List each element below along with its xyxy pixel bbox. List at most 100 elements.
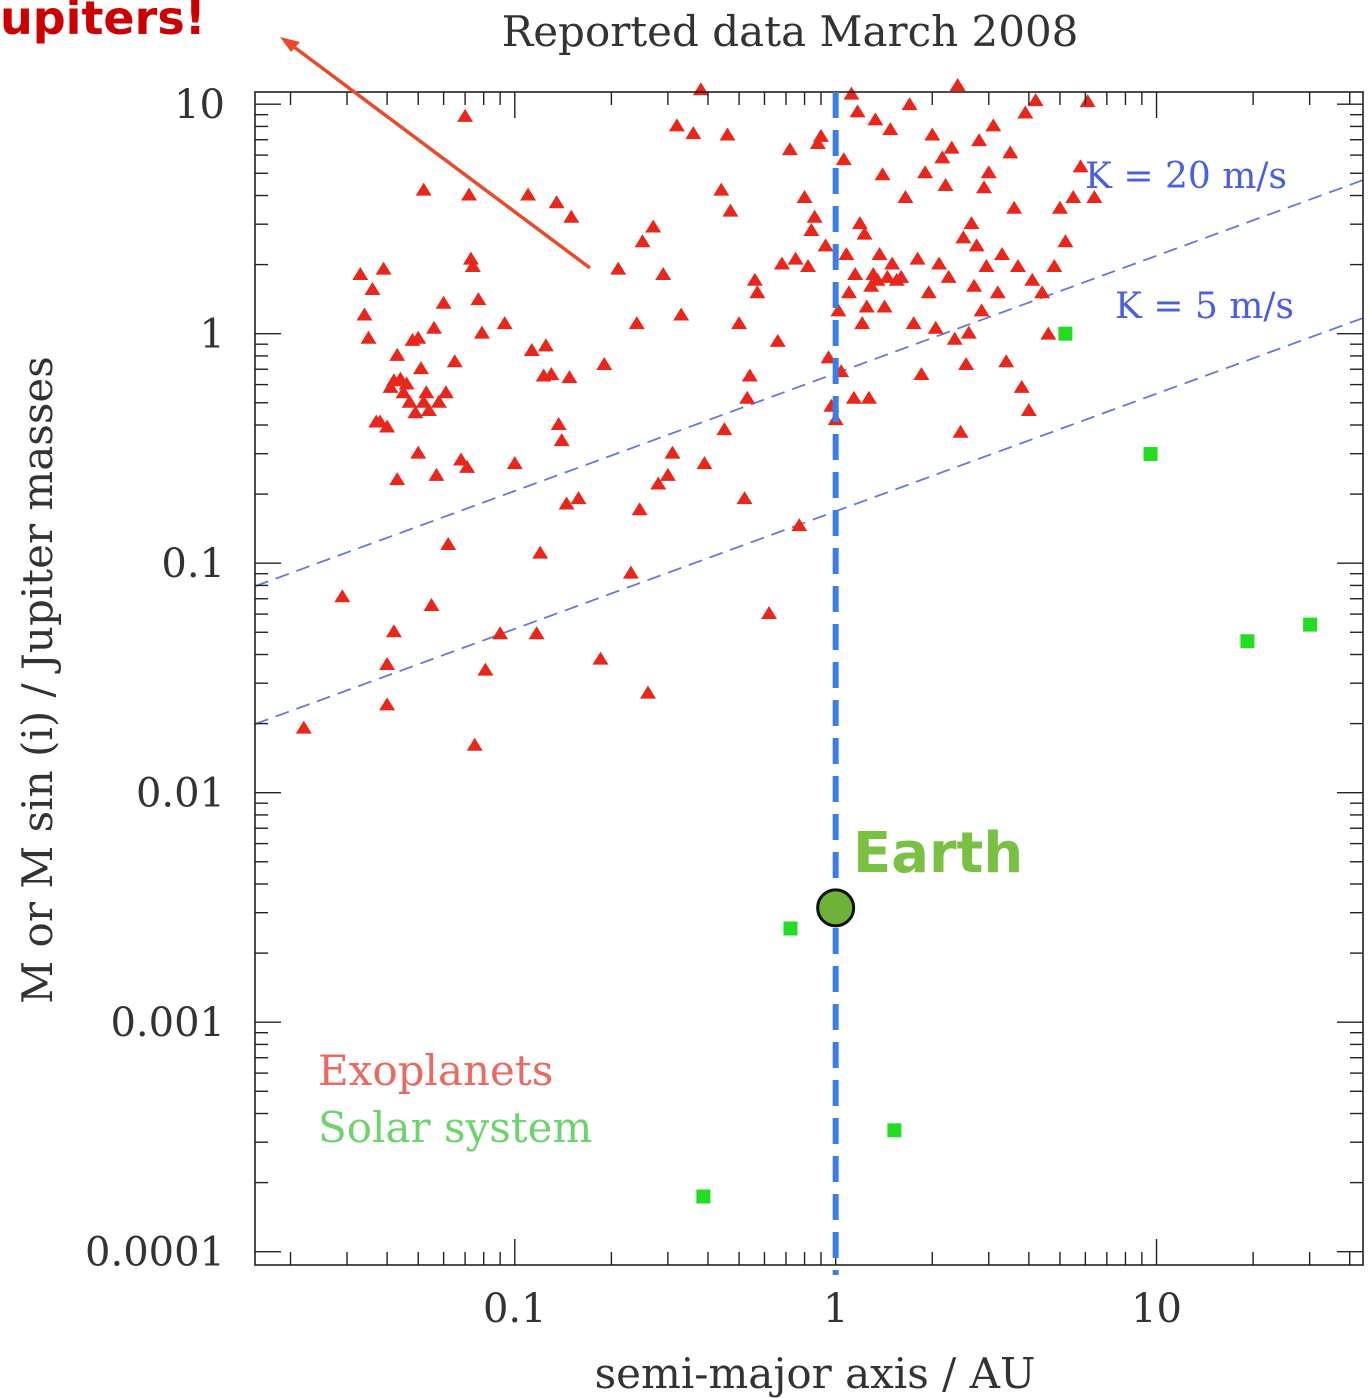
exoplanet-point xyxy=(412,361,429,375)
exoplanet-point xyxy=(736,491,753,505)
exoplanet-point xyxy=(1013,379,1030,393)
exoplanet-point xyxy=(843,86,860,100)
data-markers xyxy=(295,77,1318,1204)
exoplanet-point xyxy=(634,234,651,248)
x-tick-label: 1 xyxy=(823,1286,848,1332)
y-tick-label: 10 xyxy=(174,82,225,128)
exoplanet-point xyxy=(761,606,778,620)
exoplanet-point xyxy=(882,122,899,136)
exoplanet-point xyxy=(462,251,479,265)
x-tick-label: 0.1 xyxy=(483,1286,547,1332)
exoplanet-point xyxy=(840,285,857,299)
exoplanet-point xyxy=(937,177,954,191)
exoplanet-point xyxy=(428,467,445,481)
exoplanet-point xyxy=(796,189,813,203)
exoplanet-point xyxy=(1079,94,1096,108)
exoplanet-point xyxy=(389,347,406,361)
exoplanet-point xyxy=(506,456,523,470)
exoplanet-point xyxy=(563,209,580,223)
exoplanet-point xyxy=(1065,189,1082,203)
exoplanet-point xyxy=(435,295,452,309)
exoplanet-point xyxy=(927,320,944,334)
exoplanet-point xyxy=(440,536,457,550)
exoplanet-point xyxy=(334,589,351,603)
exoplanet-point xyxy=(860,390,877,404)
exoplanet-point xyxy=(985,118,1002,132)
exoplanet-point xyxy=(955,230,972,244)
x-axis-label: semi-major axis / AU xyxy=(595,1349,1036,1398)
exoplanet-point xyxy=(360,330,377,344)
exoplanet-point xyxy=(685,126,702,140)
exoplanet-point xyxy=(696,456,713,470)
exoplanet-point xyxy=(415,394,432,408)
exoplanet-point xyxy=(893,269,910,283)
exoplanet-point xyxy=(553,433,570,447)
exoplanet-point xyxy=(420,403,437,417)
exoplanet-point xyxy=(1002,145,1019,159)
solar-system-point xyxy=(1303,617,1318,632)
exoplanet-point xyxy=(437,385,454,399)
y-tick-label: 0.01 xyxy=(136,771,225,817)
exoplanet-point xyxy=(1086,189,1103,203)
exoplanet-point xyxy=(749,285,766,299)
exoplanet-point xyxy=(395,385,412,399)
exoplanet-point xyxy=(978,259,995,273)
exoplanet-point xyxy=(713,182,730,196)
exoplanet-point xyxy=(973,303,990,317)
y-tick-label: 0.001 xyxy=(110,1000,225,1046)
exoplanet-point xyxy=(739,390,756,404)
exoplanet-point xyxy=(998,354,1015,368)
exoplanet-point xyxy=(464,259,481,273)
exoplanet-point xyxy=(570,491,587,505)
y-tick-label: 1 xyxy=(200,312,225,358)
exoplanet-point xyxy=(949,77,966,91)
exoplanet-point xyxy=(610,261,627,275)
exoplanet-point xyxy=(980,165,997,179)
exoplanet-point xyxy=(379,697,396,711)
reference-line-1 xyxy=(255,179,1363,588)
exoplanet-point xyxy=(897,189,914,203)
exoplanet-point xyxy=(528,626,545,640)
exoplanet-point xyxy=(379,419,396,433)
exoplanet-point xyxy=(461,187,478,201)
exoplanet-point xyxy=(1020,403,1037,417)
y-tick-label: 0.0001 xyxy=(85,1230,225,1276)
exoplanet-point xyxy=(1006,200,1023,214)
exoplanet-point xyxy=(645,219,662,233)
exoplanet-point xyxy=(812,128,829,142)
exoplanet-point xyxy=(716,422,733,436)
legend-entry-2: Solar system xyxy=(318,1103,592,1152)
exoplanet-point xyxy=(520,187,537,201)
exoplanet-point xyxy=(592,651,609,665)
exoplanet-point xyxy=(375,261,392,275)
exoplanet-point xyxy=(820,350,837,364)
exoplanet-point xyxy=(398,376,415,390)
exoplanet-point xyxy=(470,292,487,306)
exoplanet-point xyxy=(407,405,424,419)
exoplanet-point xyxy=(851,216,868,230)
exoplanet-point xyxy=(631,502,648,516)
exoplanet-point xyxy=(1017,105,1034,119)
exoplanet-point xyxy=(459,459,476,473)
exoplanet-point xyxy=(867,112,884,126)
exoplanet-point xyxy=(673,307,690,321)
exoplanet-point xyxy=(659,467,676,481)
labels: 0.1 1 10 0.0001 0.001 0.01 0.1 1 10 Reported data… xyxy=(13,7,1294,1398)
exoplanet-point xyxy=(847,267,864,281)
exoplanet-point xyxy=(364,281,381,295)
exoplanet-point xyxy=(379,656,396,670)
exoplanet-point xyxy=(963,216,980,230)
exoplanet-point xyxy=(523,343,540,357)
exoplanet-point xyxy=(773,256,790,270)
exoplanet-point xyxy=(477,662,494,676)
top-left-annotation: upiters! xyxy=(0,0,206,45)
exoplanet-point xyxy=(415,182,432,196)
exoplanet-point xyxy=(946,331,963,345)
exoplanet-point xyxy=(385,624,402,638)
exoplanet-point xyxy=(639,685,656,699)
exoplanet-point xyxy=(352,267,369,281)
exoplanet-point xyxy=(425,320,442,334)
exoplanet-point xyxy=(905,316,922,330)
exoplanet-point xyxy=(492,626,509,640)
